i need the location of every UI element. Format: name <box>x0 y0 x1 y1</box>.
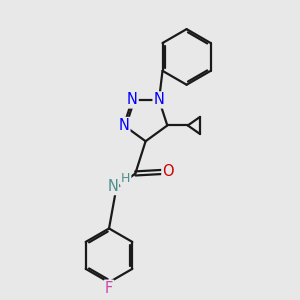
Text: N: N <box>127 92 138 107</box>
Text: N: N <box>107 179 118 194</box>
Text: H: H <box>121 172 130 185</box>
Text: O: O <box>162 164 174 179</box>
Text: N: N <box>154 92 164 107</box>
Text: F: F <box>105 281 113 296</box>
Text: N: N <box>118 118 129 133</box>
